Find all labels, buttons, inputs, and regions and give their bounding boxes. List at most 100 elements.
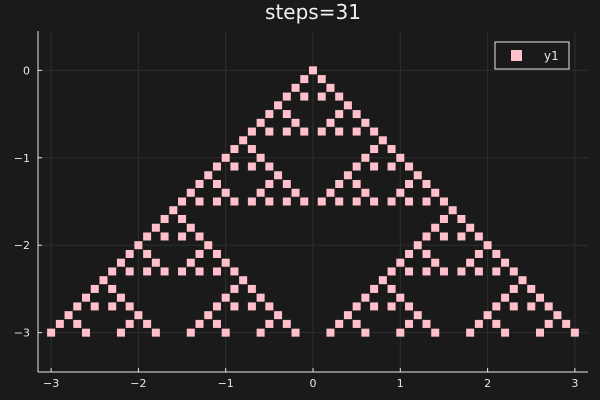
data-point <box>431 328 440 337</box>
data-point <box>256 328 265 337</box>
data-point <box>265 110 274 119</box>
data-point <box>265 302 274 311</box>
data-point <box>352 197 361 206</box>
data-point <box>186 328 195 337</box>
data-point <box>370 197 379 206</box>
data-point <box>370 284 379 293</box>
data-point <box>309 66 317 75</box>
data-point <box>378 276 387 285</box>
data-point <box>527 284 536 293</box>
data-point <box>457 214 466 223</box>
data-point <box>387 302 396 311</box>
data-point <box>212 180 221 189</box>
data-point <box>457 267 466 276</box>
data-point <box>387 284 396 293</box>
data-point <box>195 197 204 206</box>
data-point <box>370 127 379 136</box>
data-point <box>326 83 335 92</box>
data-point <box>501 258 510 267</box>
data-point <box>82 328 91 337</box>
data-point <box>343 311 352 320</box>
data-point <box>405 180 414 189</box>
data-point <box>370 145 379 154</box>
data-point <box>326 188 335 197</box>
data-point <box>335 180 344 189</box>
data-point <box>178 267 187 276</box>
data-point <box>212 267 221 276</box>
data-point <box>160 267 169 276</box>
x-tick-label: 0 <box>310 377 317 390</box>
data-point <box>387 162 396 171</box>
data-point <box>448 206 457 215</box>
data-point <box>247 162 256 171</box>
legend: y1 <box>494 41 570 70</box>
data-point <box>221 258 230 267</box>
data-point <box>483 311 492 320</box>
data-point <box>466 223 475 232</box>
data-point <box>178 214 187 223</box>
data-point <box>125 319 134 328</box>
data-point <box>352 162 361 171</box>
data-point <box>300 75 309 84</box>
data-point <box>474 319 483 328</box>
data-point <box>431 188 440 197</box>
data-point <box>212 249 221 258</box>
data-point <box>439 197 448 206</box>
data-point <box>422 180 431 189</box>
data-point <box>343 171 352 180</box>
data-point <box>274 101 283 110</box>
data-point <box>160 214 169 223</box>
data-point <box>317 197 326 206</box>
data-point <box>82 293 91 302</box>
data-point <box>387 197 396 206</box>
data-point <box>405 319 414 328</box>
x-tick-label: 3 <box>571 377 578 390</box>
data-point <box>212 302 221 311</box>
data-point <box>247 127 256 136</box>
data-point <box>151 258 160 267</box>
data-point <box>492 302 501 311</box>
data-point <box>422 319 431 328</box>
data-point <box>195 319 204 328</box>
data-point <box>291 328 300 337</box>
data-point <box>335 110 344 119</box>
data-point <box>195 180 204 189</box>
data-point <box>300 197 309 206</box>
data-point <box>474 249 483 258</box>
data-point <box>335 127 344 136</box>
grid-lines <box>38 31 588 372</box>
data-point <box>466 328 475 337</box>
data-point <box>352 127 361 136</box>
data-point <box>55 319 64 328</box>
data-point <box>439 214 448 223</box>
data-point <box>256 188 265 197</box>
data-point <box>483 241 492 250</box>
data-point <box>212 319 221 328</box>
chart-title: steps=31 <box>265 0 361 24</box>
data-point <box>544 319 553 328</box>
data-point <box>239 276 248 285</box>
data-point <box>73 319 82 328</box>
data-point <box>134 241 143 250</box>
data-point <box>247 145 256 154</box>
data-point <box>221 328 230 337</box>
data-point <box>422 232 431 241</box>
data-point <box>413 171 422 180</box>
data-point <box>143 319 152 328</box>
data-point <box>282 180 291 189</box>
data-point <box>396 188 405 197</box>
data-point <box>370 162 379 171</box>
data-point <box>405 267 414 276</box>
data-point <box>335 92 344 101</box>
data-point <box>239 136 248 145</box>
data-point <box>212 162 221 171</box>
data-points <box>47 66 579 337</box>
data-point <box>509 284 518 293</box>
data-point <box>282 319 291 328</box>
x-tick-label: 1 <box>397 377 404 390</box>
data-point <box>265 162 274 171</box>
data-point <box>195 232 204 241</box>
data-point <box>125 302 134 311</box>
data-point <box>282 110 291 119</box>
